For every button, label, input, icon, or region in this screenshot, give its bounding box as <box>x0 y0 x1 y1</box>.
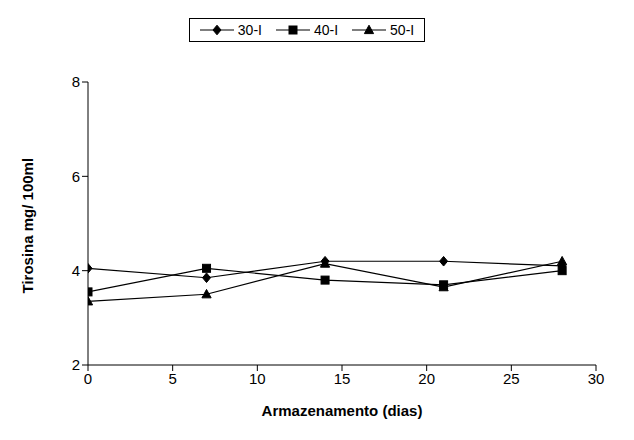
svg-text:5: 5 <box>168 370 176 387</box>
html-text:50-I: 50-I <box>390 22 415 38</box>
svg-text:Armazenamento (dias): Armazenamento (dias) <box>262 402 423 419</box>
svg-text:10: 10 <box>249 370 266 387</box>
svg-text:4: 4 <box>72 262 80 279</box>
html-text:30-I: 30-I <box>237 22 262 38</box>
html-text:40-I: 40-I <box>313 22 339 38</box>
svg-text:30: 30 <box>588 370 605 387</box>
svg-text:25: 25 <box>503 370 520 387</box>
svg-text:20: 20 <box>418 370 435 387</box>
svg-text:Tirosina mg/ 100ml: Tirosina mg/ 100ml <box>19 158 36 294</box>
svg-text:15: 15 <box>334 370 351 387</box>
svg-text:2: 2 <box>72 356 80 373</box>
svg-text:0: 0 <box>84 370 92 387</box>
svg-text:6: 6 <box>72 168 80 185</box>
svg-text:8: 8 <box>72 73 80 90</box>
